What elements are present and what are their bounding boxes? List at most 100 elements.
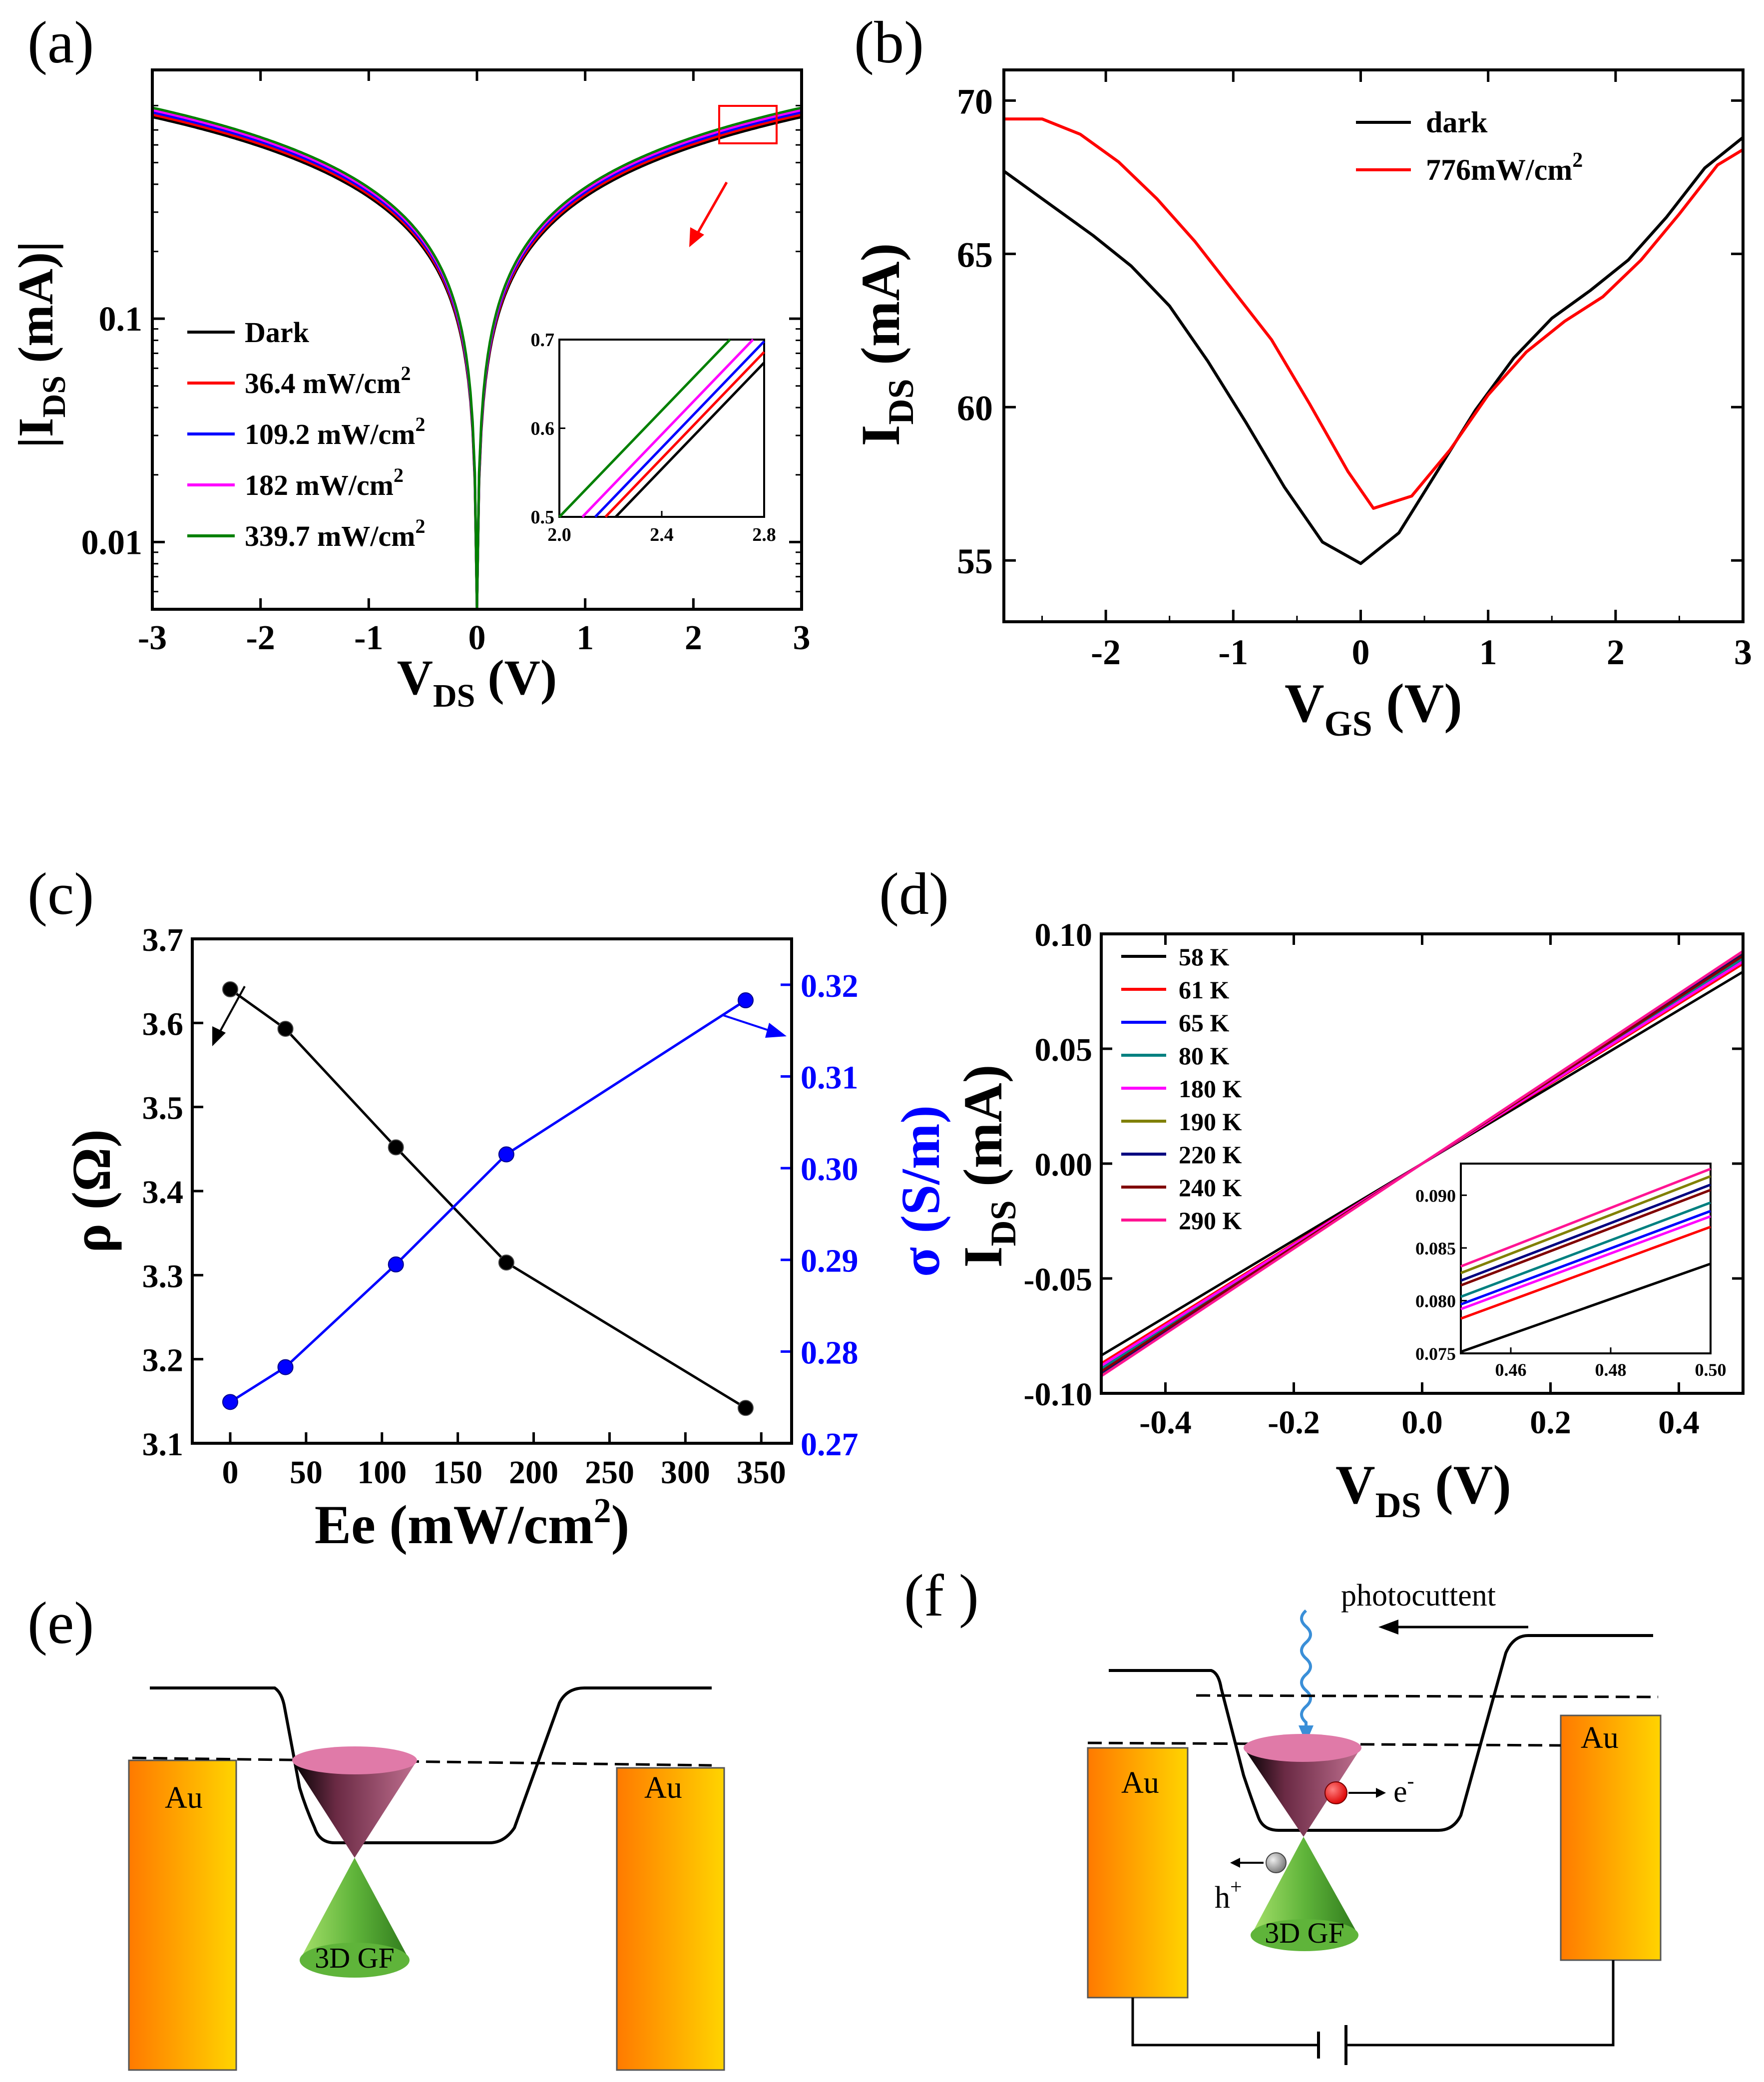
b-ytick-label: 60 — [957, 388, 993, 428]
c-ytick-label-right: 0.32 — [801, 968, 859, 1004]
c-ytick-label-right: 0.28 — [801, 1334, 859, 1371]
c-xtick-label: 200 — [509, 1454, 558, 1491]
panel-f-electron — [1324, 1781, 1347, 1804]
c-marker-0 — [222, 981, 238, 997]
d-inset-series-7 — [1460, 1189, 1711, 1287]
d-inset-ytick-label: 0.080 — [1415, 1291, 1456, 1311]
a-legend-sup: 2 — [416, 515, 426, 537]
a-xtick-label: 0 — [468, 619, 486, 657]
panel-f-hole-arrowhead — [1230, 1858, 1240, 1868]
a-ytick-label: 0.01 — [81, 523, 143, 562]
d-inset-series-4 — [1460, 1215, 1711, 1310]
a-xtick-label: -3 — [138, 619, 167, 657]
a-legend-label: Dark — [245, 316, 310, 349]
b-series-0 — [1003, 136, 1744, 565]
panel-a-xlabel: VDS (V) — [397, 650, 557, 714]
b-xtick-label: -2 — [1091, 632, 1121, 672]
c-ytick-label-left: 3.3 — [142, 1258, 184, 1294]
panel-d-label: (d) — [879, 860, 949, 927]
panel-c-frame — [191, 937, 793, 1445]
c-ytick-label-right: 0.29 — [801, 1243, 859, 1279]
b-series-1 — [1004, 117, 1744, 510]
panel-f-right-electrode — [1560, 1714, 1662, 1961]
d-ytick-label: 0.10 — [1035, 917, 1093, 953]
panel-f-label: (f ) — [904, 1562, 979, 1629]
a-legend-label: 109.2 mW/cm2 — [245, 413, 426, 450]
d-ytick-label: 0.00 — [1035, 1147, 1093, 1183]
panel-f-circuit-wire — [1131, 1960, 1615, 2047]
panel-d: (d) -0.4 -0.2 0.0 0.2 0.4 -0.10 -0.05 0.00 0.05 0… — [879, 860, 1745, 1525]
panel-c: (c) 0 50 100 150 200 250 300 350 3.1 3.2 3.3 3.4 3.5… — [27, 860, 951, 1555]
c-ytick-label-left: 3.2 — [142, 1342, 184, 1379]
panel-a-frame — [151, 68, 803, 611]
a-xtick-label: -1 — [354, 619, 383, 657]
d-inset-series-6 — [1460, 1183, 1711, 1282]
c-xtick-label: 0 — [222, 1454, 238, 1491]
d-xtick-label: 0.0 — [1401, 1404, 1443, 1441]
b-xtick-label: 3 — [1734, 632, 1752, 672]
panel-b-legend: dark 776mW/cm2 — [1356, 106, 1583, 186]
c-marker-1 — [498, 1146, 514, 1163]
panel-f: (f ) photocuttent Au Au 3D GF e- h+ — [904, 1562, 1662, 2065]
panel-f-left-electrode-label: Au — [1121, 1766, 1159, 1800]
panel-e-fermi-level — [132, 1756, 712, 1767]
d-legend-label: 180 K — [1179, 1075, 1242, 1103]
a-inset-frame — [558, 339, 765, 518]
d-series-8 — [1100, 950, 1744, 1377]
panel-b-label: (b) — [854, 9, 924, 75]
a-inset-series-1 — [604, 351, 765, 518]
a-inset-series-3 — [581, 339, 754, 518]
a-inset-xtick-label: 2.8 — [752, 524, 776, 545]
c-marker-0 — [737, 1400, 754, 1416]
b-ytick-label: 70 — [957, 81, 993, 121]
panel-b-ylabel: IDS (mA) — [850, 243, 921, 446]
panel-a-label: (a) — [27, 9, 94, 75]
panel-e-material-label: 3D GF — [315, 1942, 395, 1974]
d-inset-ytick-label: 0.075 — [1415, 1344, 1456, 1364]
a-inset-series-4 — [558, 339, 731, 518]
c-marker-0 — [498, 1254, 514, 1271]
a-xtick-label: 2 — [685, 619, 702, 657]
a-xtick-label: 1 — [576, 619, 594, 657]
b-legend-label: dark — [1426, 106, 1488, 139]
a-xtick-label: -2 — [246, 619, 275, 657]
panel-d-frame — [1100, 932, 1745, 1395]
d-legend-label: 58 K — [1179, 943, 1230, 971]
d-inset-series-0 — [1460, 1262, 1711, 1353]
panel-b-plot: -2 -1 0 1 2 3 55 60 65 70 — [957, 70, 1752, 672]
c-ytick-label-right: 0.30 — [801, 1151, 859, 1188]
panel-b-xlabel: VGS (V) — [1285, 673, 1462, 744]
a-inset-ytick-label: 0.7 — [531, 330, 555, 351]
d-xtick-label: -0.2 — [1268, 1404, 1320, 1441]
c-marker-0 — [277, 1021, 294, 1037]
panel-e-upper-cone-top — [292, 1746, 417, 1774]
panel-f-material-label: 3D GF — [1265, 1917, 1344, 1949]
a-inset-ytick-label: 0.6 — [531, 418, 555, 439]
a-inset-xtick-label: 2.4 — [650, 524, 674, 545]
panel-e-left-electrode-label: Au — [165, 1781, 203, 1815]
c-marker-1 — [222, 1394, 238, 1410]
panel-d-plot: -0.4 -0.2 0.0 0.2 0.4 -0.10 -0.05 0.00 0.05 0.10 — [1024, 917, 1744, 1441]
b-xtick-label: 0 — [1351, 632, 1369, 672]
panel-a-arrow — [689, 181, 728, 247]
d-inset-ytick-label: 0.090 — [1415, 1186, 1456, 1206]
panel-f-lower-cone-base — [1251, 1919, 1358, 1951]
panel-a-zoom-box — [718, 105, 778, 144]
panel-e: (e) Au Au 3D GF — [27, 1590, 725, 2071]
c-marker-1 — [277, 1359, 294, 1375]
b-legend-sup: 2 — [1572, 149, 1583, 172]
d-xtick-label: 0.4 — [1658, 1404, 1700, 1441]
c-ytick-label-left: 3.5 — [142, 1090, 184, 1127]
d-inset-ytick-label: 0.085 — [1415, 1239, 1456, 1258]
panel-f-photocurrent-arrow — [1378, 1620, 1528, 1635]
c-ytick-label-left: 3.6 — [142, 1006, 184, 1042]
a-inset-series-2 — [594, 340, 765, 518]
panel-f-hole — [1266, 1852, 1287, 1873]
d-legend-label: 290 K — [1179, 1207, 1242, 1235]
panel-f-fermi-level-upper — [1196, 1694, 1659, 1698]
panel-c-label: (c) — [27, 860, 94, 927]
c-ytick-label-right: 0.27 — [801, 1426, 859, 1463]
a-legend-label: 339.7 mW/cm2 — [245, 515, 426, 552]
panel-a-legend: Dark 36.4 mW/cm2 109.2 mW/cm2 182 mW/cm2 339… — [187, 316, 426, 552]
c-xtick-label: 350 — [737, 1454, 786, 1491]
